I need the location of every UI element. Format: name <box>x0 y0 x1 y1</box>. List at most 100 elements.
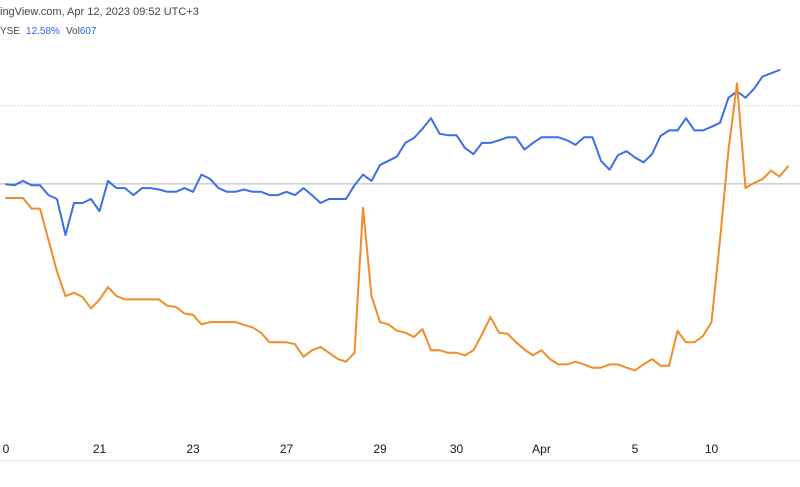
data-point-orange <box>736 82 738 85</box>
data-point-orange <box>234 321 237 323</box>
data-point-orange <box>634 369 636 372</box>
data-point-blue <box>600 159 602 162</box>
data-point-blue <box>149 187 152 189</box>
data-point-orange <box>557 363 560 366</box>
data-point-blue <box>64 234 67 236</box>
data-point-blue <box>447 134 449 137</box>
data-point-blue <box>362 173 364 176</box>
data-point-orange <box>710 321 713 323</box>
data-point-orange <box>778 175 781 178</box>
data-point-orange <box>438 349 441 351</box>
data-point-orange <box>430 349 432 351</box>
data-point-orange <box>226 321 228 323</box>
data-point-orange <box>574 360 577 363</box>
data-point-blue <box>141 187 143 189</box>
data-point-orange <box>617 363 619 366</box>
data-point-orange <box>787 165 789 168</box>
data-point-orange <box>362 207 364 209</box>
data-point-orange <box>413 336 415 338</box>
data-point-blue <box>251 190 254 193</box>
data-point-blue <box>651 153 653 155</box>
series-line-blue <box>5 69 781 236</box>
data-point-blue <box>430 117 432 119</box>
data-point-blue <box>260 190 262 193</box>
data-point-blue <box>574 144 577 146</box>
data-point-orange <box>625 366 628 369</box>
data-point-blue <box>379 164 381 166</box>
data-point-blue <box>124 187 126 189</box>
data-point-orange <box>47 239 50 241</box>
data-point-blue <box>345 198 347 200</box>
data-point-blue <box>744 96 747 99</box>
data-point-blue <box>727 96 730 99</box>
x-tick-label: 29 <box>373 442 387 456</box>
data-point-orange <box>396 329 398 332</box>
data-point-blue <box>464 147 466 149</box>
data-point-orange <box>642 363 645 366</box>
data-point-orange <box>149 298 152 301</box>
data-point-blue <box>132 194 135 196</box>
data-point-blue <box>515 136 517 139</box>
data-point-orange <box>481 333 483 336</box>
data-point-orange <box>727 149 730 151</box>
chart-header: ingView.com, Apr 12, 2023 09:52 UTC+3 YS… <box>0 0 800 44</box>
symbol-info-line: YSE 12.58% Vol607 <box>0 26 97 37</box>
data-point-blue <box>328 198 330 200</box>
data-point-blue <box>13 184 16 186</box>
data-point-blue <box>115 187 118 189</box>
data-point-blue <box>47 194 50 196</box>
data-point-blue <box>455 134 458 137</box>
data-point-orange <box>98 298 101 301</box>
data-point-blue <box>608 168 611 171</box>
data-point-blue <box>217 187 220 189</box>
data-point-blue <box>778 69 781 71</box>
data-point-orange <box>183 312 186 315</box>
data-point-blue <box>56 198 58 200</box>
data-point-blue <box>39 184 41 186</box>
data-point-blue <box>489 142 492 144</box>
data-point-orange <box>761 178 764 181</box>
data-point-blue <box>336 198 339 200</box>
data-point-orange <box>90 307 92 310</box>
data-point-blue <box>702 129 704 132</box>
data-point-orange <box>685 341 687 344</box>
data-point-blue <box>770 72 772 75</box>
data-point-blue <box>506 136 509 139</box>
data-point-blue <box>353 184 356 186</box>
data-point-blue <box>583 136 585 139</box>
data-point-blue <box>625 150 628 152</box>
data-point-blue <box>234 190 237 193</box>
data-point-blue <box>659 135 662 137</box>
data-point-blue <box>192 190 194 193</box>
data-point-orange <box>319 346 322 348</box>
data-point-orange <box>600 366 602 369</box>
data-point-orange <box>328 352 330 354</box>
data-point-blue <box>30 184 33 186</box>
data-point-blue <box>549 136 551 139</box>
data-point-orange <box>668 364 670 367</box>
data-point-blue <box>294 194 296 196</box>
x-tick-label: 23 <box>186 442 200 456</box>
data-point-blue <box>642 161 645 164</box>
data-point-blue <box>370 180 373 182</box>
data-point-orange <box>251 326 254 329</box>
data-point-orange <box>311 349 313 351</box>
data-point-orange <box>39 207 41 210</box>
series-line-orange <box>5 82 789 372</box>
data-point-orange <box>260 331 262 334</box>
data-point-blue <box>387 159 390 162</box>
data-point-orange <box>515 341 517 344</box>
data-point-orange <box>336 357 339 360</box>
data-point-orange <box>770 169 772 172</box>
data-point-orange <box>302 355 305 358</box>
data-point-blue <box>472 153 475 155</box>
data-point-orange <box>379 321 381 323</box>
data-point-blue <box>532 142 534 144</box>
data-point-orange <box>549 358 551 360</box>
data-point-blue <box>676 129 679 132</box>
data-point-blue <box>413 137 415 139</box>
data-point-blue <box>591 136 594 139</box>
data-point-blue <box>285 190 288 193</box>
data-point-blue <box>90 198 92 200</box>
